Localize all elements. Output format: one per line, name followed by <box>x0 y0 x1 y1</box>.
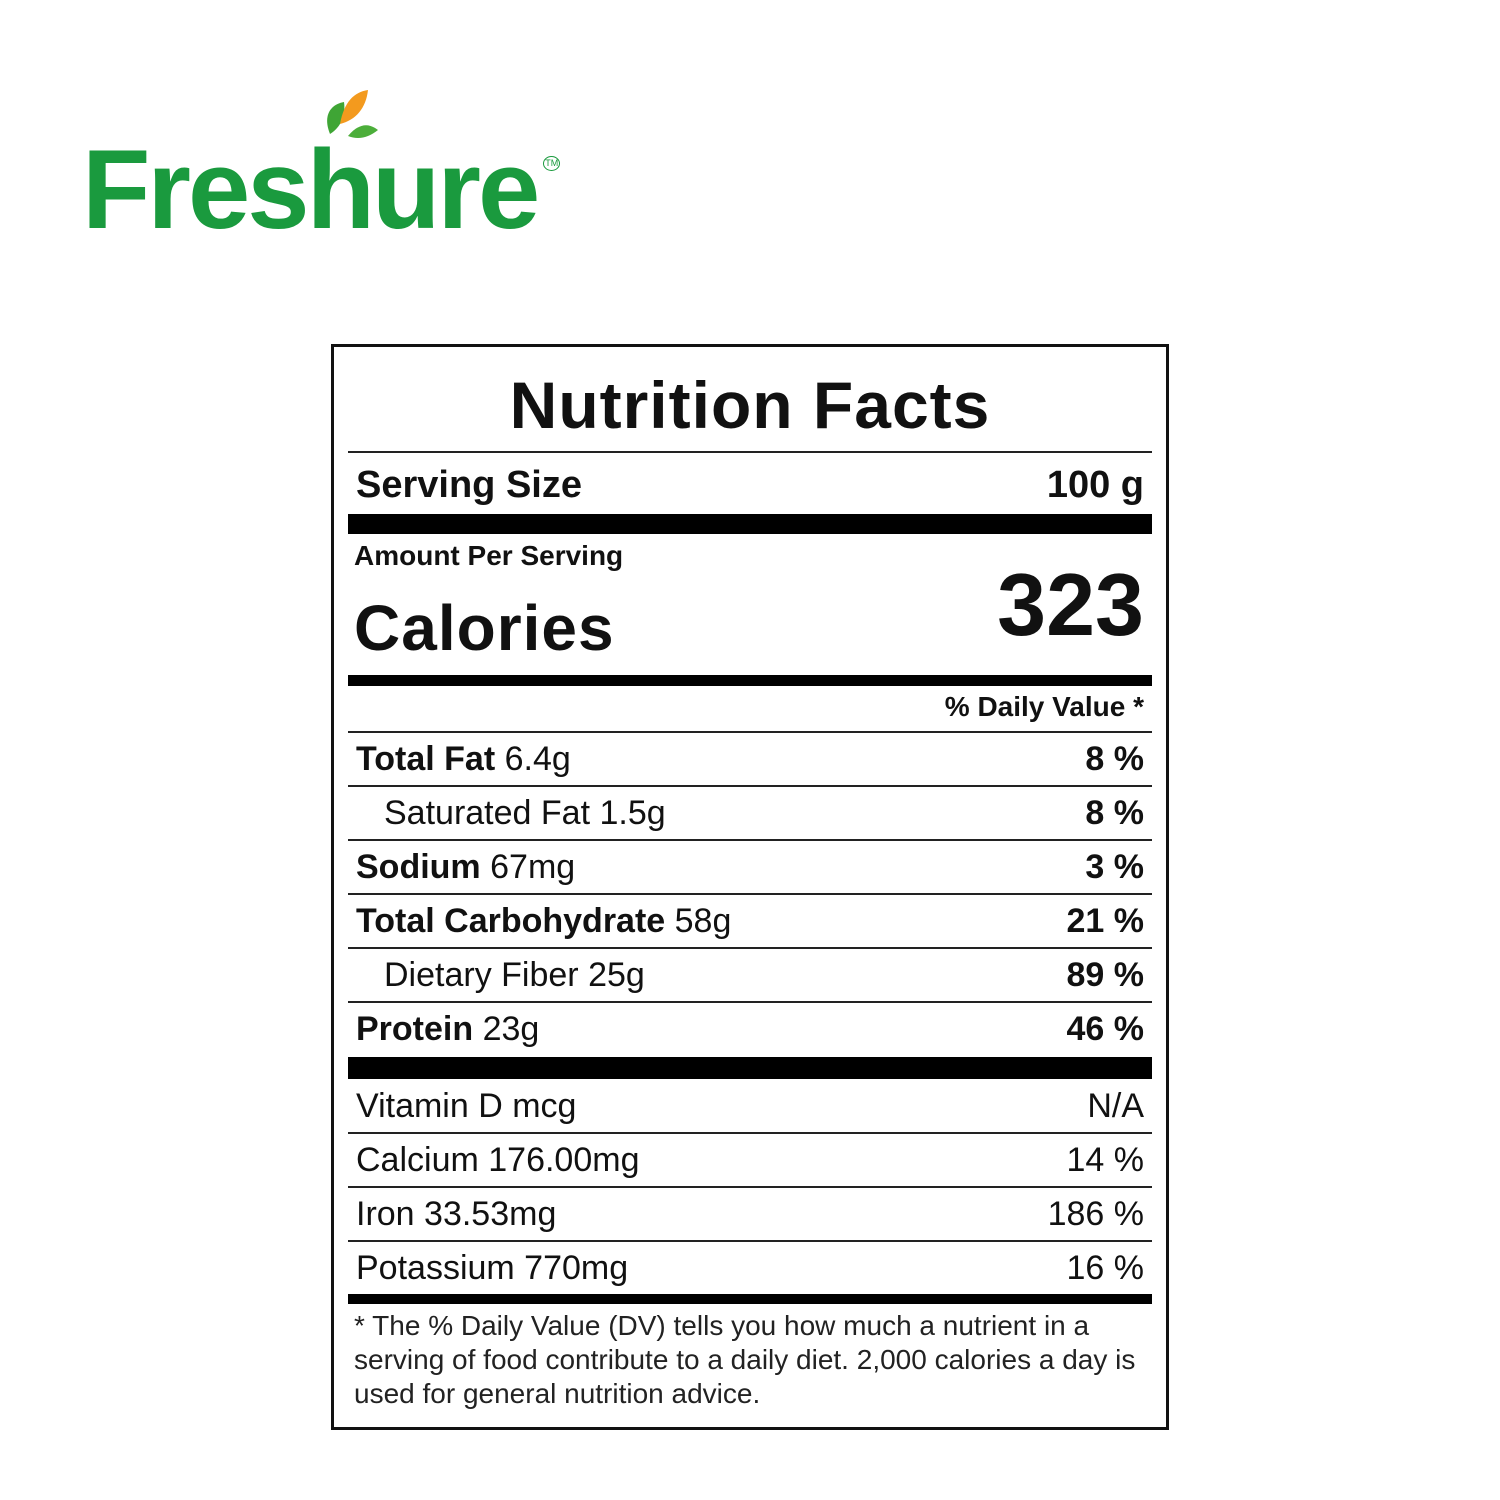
nutrient-dv: 8 % <box>1085 739 1144 778</box>
divider <box>348 947 1152 949</box>
vitamin-text: Calcium 176.00mg <box>356 1140 640 1179</box>
nutrient-amount: 23g <box>482 1009 540 1048</box>
vitamin-row: Potassium 770mg 16 % <box>348 1242 1152 1294</box>
thick-divider <box>348 1294 1152 1304</box>
divider <box>348 1001 1152 1003</box>
nutrient-name: Saturated Fat <box>384 793 591 832</box>
nutrient-dv: 89 % <box>1066 955 1145 994</box>
vitamin-dv: 14 % <box>1066 1140 1145 1179</box>
thick-divider <box>348 514 1152 534</box>
thick-divider <box>348 1057 1152 1079</box>
daily-value-header: % Daily Value * <box>944 691 1144 722</box>
divider <box>348 785 1152 787</box>
nutrient-name: Dietary Fiber <box>384 955 579 994</box>
vitamin-row: Vitamin D mcg N/A <box>348 1080 1152 1132</box>
vitamin-row: Calcium 176.00mg 14 % <box>348 1134 1152 1186</box>
amount-per-serving: Amount Per Serving <box>354 540 624 571</box>
vitamin-dv: 186 % <box>1047 1194 1144 1233</box>
freshure-logo: Freshure TM <box>82 82 642 262</box>
nutrient-amount: 6.4g <box>504 739 571 778</box>
nutrient-amount: 25g <box>588 955 645 994</box>
divider <box>348 839 1152 841</box>
serving-size-label: Serving Size <box>356 463 582 506</box>
calories-value: 323 <box>997 555 1144 654</box>
nutrient-name: Sodium <box>356 847 481 886</box>
nutrient-row: Total Carbohydrate 58g 21 % <box>348 895 1152 947</box>
nutrient-dv: 3 % <box>1085 847 1144 886</box>
nutrient-amount: 1.5g <box>599 793 666 832</box>
vitamin-text: Vitamin D mcg <box>356 1086 577 1125</box>
trademark: TM <box>543 156 561 171</box>
vitamin-dv: N/A <box>1087 1086 1144 1125</box>
nutrient-dv: 21 % <box>1066 901 1145 940</box>
brand-wordmark: Freshure TM <box>82 127 561 252</box>
divider <box>348 1132 1152 1134</box>
nutrient-name: Total Carbohydrate <box>356 901 666 940</box>
vitamin-row: Iron 33.53mg 186 % <box>348 1188 1152 1240</box>
vitamin-text: Potassium 770mg <box>356 1248 629 1287</box>
serving-size-value: 100 g <box>1046 463 1144 506</box>
nutrient-row: Saturated Fat 1.5g 8 % <box>348 787 1152 839</box>
nutrient-dv: 8 % <box>1085 793 1144 832</box>
calories-label: Calories <box>354 592 615 664</box>
label-title: Nutrition Facts <box>509 368 991 442</box>
divider <box>348 1240 1152 1242</box>
brand-name: Freshure <box>82 127 540 252</box>
divider <box>348 731 1152 733</box>
leaf-icon <box>327 90 378 138</box>
divider <box>348 893 1152 895</box>
nutrient-row: Protein 23g 46 % <box>348 1003 1152 1055</box>
nutrition-facts-label: Nutrition Facts Serving Size 100 g Amoun… <box>331 344 1169 1430</box>
serving-size-row: Serving Size 100 g <box>348 459 1152 511</box>
footnote: * The % Daily Value (DV) tells you how m… <box>354 1310 1136 1409</box>
divider <box>348 451 1152 453</box>
nutrient-row: Sodium 67mg 3 % <box>348 841 1152 893</box>
nutrient-amount: 58g <box>674 901 732 940</box>
nutrient-name: Total Fat <box>356 739 496 778</box>
vitamin-dv: 16 % <box>1066 1248 1145 1287</box>
nutrient-row: Total Fat 6.4g 8 % <box>348 733 1152 785</box>
nutrient-dv: 46 % <box>1066 1009 1145 1048</box>
nutrient-name: Protein <box>356 1009 474 1048</box>
vitamin-text: Iron 33.53mg <box>356 1194 557 1233</box>
nutrient-row: Dietary Fiber 25g 89 % <box>348 949 1152 1001</box>
divider <box>348 1186 1152 1188</box>
thick-divider <box>348 675 1152 686</box>
nutrient-amount: 67mg <box>490 847 576 886</box>
